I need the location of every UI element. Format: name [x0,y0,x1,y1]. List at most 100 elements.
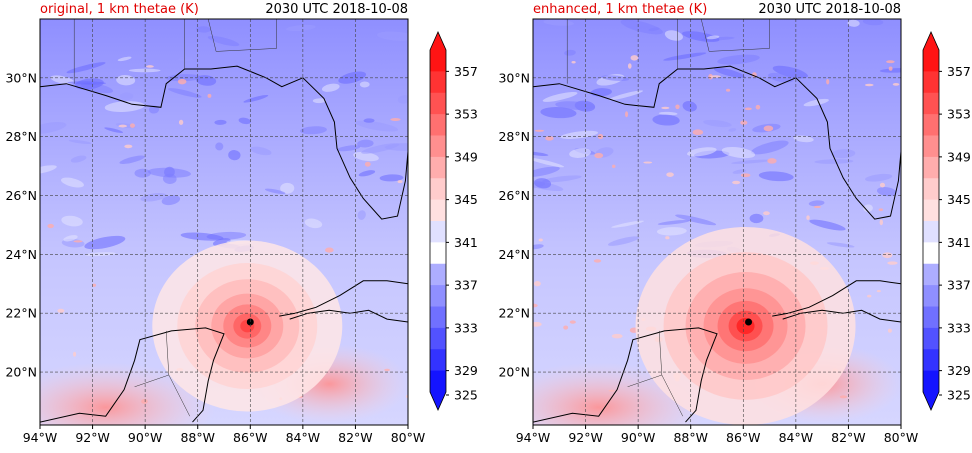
colorbar-bin [923,135,939,158]
field-speckle [692,129,704,136]
field-streak [542,175,582,183]
field-speckle [879,219,884,226]
state-border [207,19,277,52]
field-speckle [867,294,872,298]
field-speckle [630,55,639,61]
field-streak [250,146,272,156]
field-speckle [627,63,632,69]
colorbar-bin [923,114,939,136]
field-speckle [886,60,895,64]
colorbar-tick-label: 337 [454,278,478,293]
field-speckle [725,88,731,92]
field-streak [178,56,193,62]
colorbar-bin [430,306,446,329]
field-speckle [563,325,569,330]
field-streak [793,135,814,143]
field-streak [214,119,227,125]
field-streak [663,65,674,74]
field-speckle [887,261,898,265]
state-border [168,374,191,417]
field-streak [196,26,211,33]
field-streak [128,68,161,73]
field-streak [879,68,901,73]
field-speckle [813,205,822,209]
field-streak [321,83,340,92]
lat-tick-label: 28°N [5,129,37,144]
colorbar-bin [430,50,446,72]
field-speckle [879,182,886,188]
field-speckle [593,259,602,263]
colorbar-bin [923,50,939,72]
lat-tick-label: 24°N [5,247,37,262]
lon-tick-label: 86°W [233,430,268,445]
field-streak [165,74,203,82]
field-streak [731,159,772,164]
colorbar-tick-label: 357 [947,64,971,79]
field-speckle [545,136,554,141]
lon-tick-label: 84°W [286,430,321,445]
field-streak [61,215,83,227]
storm-center-marker [246,318,254,326]
colorbar-bin [923,349,939,372]
colorbar-bin [923,178,939,201]
field-streak [228,150,241,161]
field-streak [611,220,644,228]
colorbar-bin [430,92,446,115]
field-speckle [888,66,893,71]
colorbar-tick-label: 333 [454,320,478,335]
field-streak [864,173,893,182]
field-streak [147,167,192,178]
colorbar-bin [430,242,446,265]
panel-timestamp: 2030 UTC 2018-10-08 [758,2,901,17]
field-streak [534,178,552,189]
colorbar-tick-label: 345 [454,192,478,207]
field-streak [161,195,181,206]
colorbar-bin [430,114,446,136]
lat-tick-label: 26°N [498,188,530,203]
field-speckle [643,161,653,164]
field-speckle [763,125,774,132]
lat-tick-label: 28°N [498,129,530,144]
coastline [40,327,225,423]
field-streak [658,111,678,116]
field-streak [608,90,643,101]
field-speckle [177,78,187,85]
colorbar-bin [430,285,446,307]
field-speckle [876,290,881,293]
field-streak [675,214,717,226]
field-streak [117,56,132,62]
field-streak [751,140,789,155]
field-streak [104,127,124,133]
lon-tick-label: 90°W [621,430,656,445]
field-streak [376,62,400,68]
field-streak [863,204,873,212]
state-border [700,19,770,52]
field-streak [363,118,375,123]
field-speckle [740,120,748,125]
field-speckle [594,152,604,159]
colorbar-tick-label: 353 [947,107,971,122]
lat-tick-label: 30°N [498,70,530,85]
colorbar-bin [430,327,446,350]
thetae-field [533,19,901,425]
field-streak [300,126,327,135]
colorbar-tick-label: 345 [947,192,971,207]
colorbar-extend-max [923,32,939,50]
lat-tick-label: 22°N [5,306,37,321]
field-streak [847,19,860,27]
field-streak [533,151,549,156]
field-streak [533,157,565,168]
colorbar-bin [430,263,446,286]
field-speckle [864,83,874,87]
colorbar-bin [923,370,939,393]
field-streak [148,105,160,114]
field-speckle [887,328,892,333]
field-streak [543,19,574,26]
field-streak [357,210,366,220]
field-speckle [569,320,576,324]
lat-tick-label: 30°N [5,70,37,85]
coastline [40,65,408,220]
field-speckle [390,118,401,121]
panel-title: enhanced, 1 km thetae (K) [533,2,708,17]
field-streak [831,149,856,159]
